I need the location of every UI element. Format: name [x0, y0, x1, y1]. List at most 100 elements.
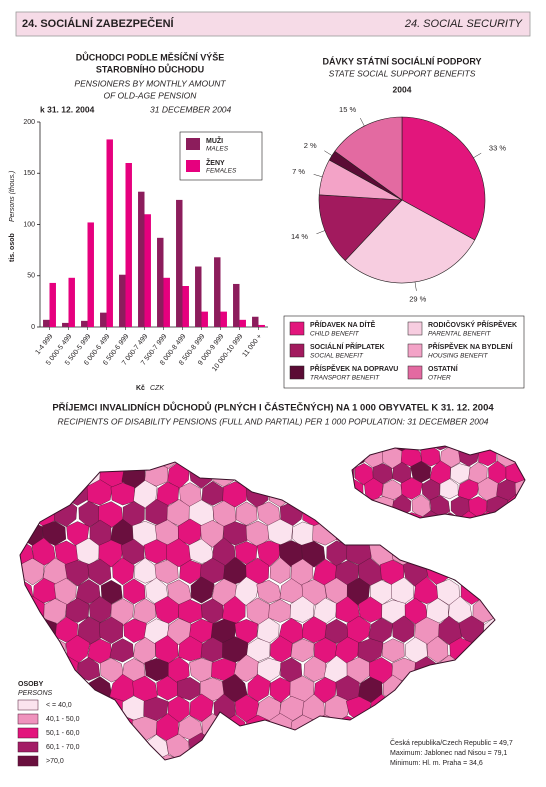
map-region [65, 752, 90, 760]
data-label: 7 % [292, 167, 305, 176]
map-region [53, 462, 79, 490]
map-region [358, 714, 383, 740]
map-region [20, 638, 22, 664]
map-region [312, 714, 338, 742]
map-region [301, 541, 326, 568]
map-region [358, 557, 384, 586]
map-region [429, 446, 451, 451]
map-region [64, 462, 91, 470]
map-region [425, 519, 451, 548]
map-region [505, 446, 525, 450]
legend-label: PŘÍDAVEK NA DÍTĚ [310, 320, 376, 329]
bar [62, 322, 69, 327]
map-region [471, 520, 495, 546]
map-region [98, 735, 123, 760]
label-leader [313, 174, 323, 178]
map-region [381, 638, 405, 663]
map-region [111, 462, 134, 469]
map-region [269, 557, 291, 584]
map-region [381, 510, 404, 518]
map-region [20, 557, 24, 586]
map-region [448, 716, 473, 743]
legend-box [283, 315, 525, 389]
bar [214, 257, 221, 327]
map-region [346, 499, 372, 528]
data-label: 14 % [291, 232, 308, 241]
bar [68, 277, 75, 327]
map-region [20, 557, 45, 586]
y-axis-label-en: Persons (thous.) [9, 171, 16, 222]
map-region [458, 733, 485, 760]
bar [144, 214, 151, 327]
map-region [436, 578, 460, 606]
map-region [289, 753, 315, 760]
x-axis-label-en: CZK [150, 385, 164, 392]
map-region [256, 733, 282, 760]
header-title: 24. SOCIÁLNÍ ZABEZPEČENÍ [22, 17, 175, 30]
map-region [391, 615, 415, 643]
map-region [312, 482, 337, 508]
legend-label-en: HOUSING BENEFIT [428, 353, 489, 360]
legend-label: OSTATNÍ [428, 364, 459, 373]
legend-label: < = 40,0 [46, 702, 72, 709]
chart-title: STAROBNÍHO DŮCHODU [96, 63, 204, 74]
map-region [21, 462, 46, 469]
map-region [324, 618, 350, 644]
map-region [496, 510, 517, 518]
map-region [363, 511, 384, 518]
map-region [31, 658, 55, 684]
chart-date: k 31. 12. 2004 [40, 104, 95, 114]
map-region [245, 462, 271, 470]
map-region [291, 462, 315, 469]
data-label: 2 % [304, 141, 317, 150]
legend-label: ŽENY [206, 158, 225, 167]
map-region [481, 656, 495, 682]
legend-label: SOCIÁLNÍ PŘÍPLATEK [310, 342, 385, 351]
map-region [467, 446, 488, 451]
pie-slice [334, 116, 403, 201]
x-axis-label: Kč [136, 385, 145, 392]
map-region [289, 595, 315, 623]
map-region [403, 675, 428, 704]
map-region [42, 462, 67, 468]
bar [163, 277, 170, 327]
map-region [110, 482, 136, 506]
map-legend-title: OSOBY [18, 681, 44, 688]
label-leader [473, 152, 482, 158]
map-region [42, 637, 66, 665]
bar [125, 163, 132, 327]
legend-label: 40,1 - 50,0 [46, 716, 80, 723]
bar [252, 316, 259, 327]
map-region [109, 755, 134, 760]
map-region [323, 462, 350, 490]
bar [157, 237, 164, 327]
legend-label: PŘÍSPĚVEK NA DOPRAVU [310, 364, 398, 373]
y-tick-label: 50 [27, 273, 35, 280]
map-region [30, 462, 57, 487]
legend-swatch [289, 321, 305, 336]
bar [233, 283, 240, 327]
bar [176, 199, 183, 327]
map-region [312, 521, 337, 546]
map-region [77, 657, 101, 681]
map-region [87, 558, 112, 586]
map-region [483, 579, 495, 605]
map-region [121, 732, 144, 760]
map-region [302, 616, 327, 644]
map-region [176, 677, 201, 701]
legend-swatch [289, 365, 305, 380]
data-label: 15 % [339, 105, 356, 114]
pie-slice [344, 199, 476, 284]
bar [195, 266, 202, 327]
map-region [89, 752, 112, 760]
map-region [236, 734, 259, 760]
legend-label-en: OTHER [428, 375, 451, 382]
map-region [279, 462, 303, 486]
legend-swatch [17, 699, 39, 711]
map-region [352, 446, 375, 453]
map-region [392, 694, 416, 723]
map-region [312, 462, 338, 469]
map-region [98, 616, 123, 644]
map-region [166, 618, 192, 646]
